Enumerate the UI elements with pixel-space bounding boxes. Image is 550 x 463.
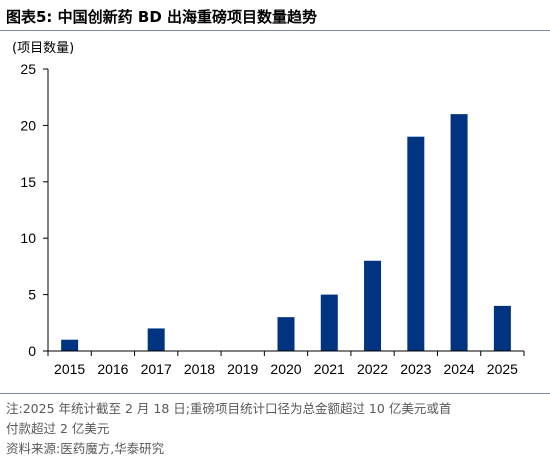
- footnote-line-1: 注:2025 年统计截至 2 月 18 日;重磅项目统计口径为总金额超过 10 …: [6, 401, 452, 416]
- bars: [61, 114, 511, 352]
- x-tick-label: 2021: [314, 361, 345, 377]
- y-axis: 0 5 10 15 20 25: [20, 61, 49, 359]
- x-tick-label: 2023: [400, 361, 431, 377]
- y-tick-label: 10: [20, 230, 36, 246]
- x-tick-label: 2024: [444, 361, 475, 377]
- bar-2015: [61, 339, 79, 351]
- x-tick-label: 2016: [97, 361, 128, 377]
- footnote-line-2: 付款超过 2 亿美元: [6, 421, 110, 436]
- y-tick-label: 25: [20, 61, 36, 77]
- bar-2020: [277, 317, 295, 351]
- bar-2025: [493, 305, 511, 351]
- footer-divider: [0, 393, 550, 394]
- bar-2023: [407, 136, 425, 351]
- x-tick-label: 2020: [270, 361, 301, 377]
- x-tick-label: 2022: [357, 361, 388, 377]
- x-axis: 2015 2016 2017 2018 2019 2020 2021 2022 2023 2024…: [47, 350, 525, 377]
- x-tick-label: 2017: [141, 361, 172, 377]
- y-tick-label: 0: [28, 343, 36, 359]
- y-axis-unit-label: (项目数量): [12, 41, 75, 56]
- y-tick-label: 20: [20, 117, 36, 133]
- title-divider: [0, 30, 550, 31]
- y-tick-label: 5: [28, 287, 36, 303]
- x-tick-label: 2015: [54, 361, 85, 377]
- x-tick-label: 2025: [487, 361, 518, 377]
- chart-title: 图表5: 中国创新药 BD 出海重磅项目数量趋势: [6, 8, 317, 26]
- bar-2017: [147, 328, 165, 351]
- x-tick-label: 2018: [184, 361, 215, 377]
- bar-2021: [320, 294, 338, 351]
- y-tick-label: 15: [20, 174, 36, 190]
- source-note: 资料来源:医药魔方,华泰研究: [6, 441, 165, 456]
- bar-2022: [364, 260, 382, 351]
- x-tick-label: 2019: [227, 361, 258, 377]
- bar-2024: [450, 114, 468, 352]
